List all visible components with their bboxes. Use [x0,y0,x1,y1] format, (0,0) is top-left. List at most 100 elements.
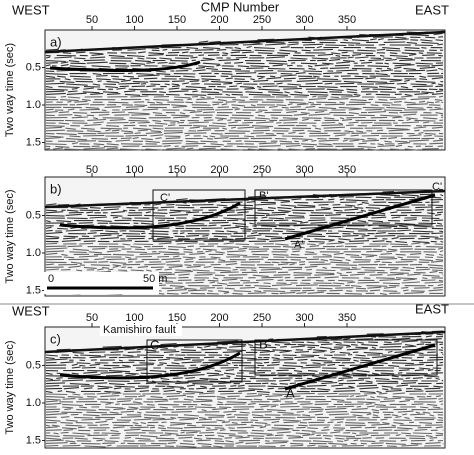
x-tick-label: 100 [125,14,143,26]
seismic-trace [45,64,444,68]
panel-label: c) [50,331,61,346]
seismic-trace [45,129,441,133]
seismic-trace [45,392,443,396]
x-tick-label: 50 [86,14,98,26]
seismic-trace [45,139,444,143]
reflector [59,351,241,380]
y-axis-label: Two way time (sec) [4,340,16,434]
panel-label: b) [50,181,62,196]
surface-reflector [44,330,446,354]
seismic-trace [45,234,444,238]
seismic-trace [45,258,444,262]
x-tick-label: 200 [210,312,228,324]
seismic-trace [45,410,444,414]
seismic-trace [45,229,444,233]
seismic-trace [45,405,441,409]
seismic-trace [45,144,444,149]
seismic-trace [45,439,444,443]
seismic-trace [45,413,444,417]
seismic-trace [45,426,444,430]
x-tick-label: 200 [210,164,228,176]
seismic-trace [45,58,444,63]
seismic-trace [45,397,444,401]
reflector [49,60,201,72]
x-tick-label: 300 [295,14,313,26]
seismic-trace [45,431,444,435]
seismic-trace [45,268,444,272]
scale-start: 0 [48,273,54,285]
seismic-trace [45,56,442,60]
label-bg [100,324,182,336]
reflector [284,193,436,241]
seismic-trace [45,103,441,107]
seismic-trace [45,239,444,244]
seismic-trace [45,402,444,407]
x-tick-label: 100 [125,312,143,324]
seismic-trace [45,433,444,438]
seismic-trace [45,250,444,254]
seismic-trace [45,72,444,76]
seismic-trace [45,245,444,249]
y-tick-label: 1.5 [26,434,41,446]
seismic-trace [45,252,444,257]
annotation: B' [259,190,268,202]
seismic-trace [45,415,444,420]
seismic-trace [45,74,444,78]
box-b [254,189,433,226]
seismic-trace [45,444,441,448]
seismic-trace [45,131,444,136]
seismic-trace [45,265,444,270]
x-tick-label: 50 [86,164,98,176]
seismic-trace [45,423,443,427]
seismic-trace [45,85,444,89]
seismic-trace [45,389,444,394]
scale-bg [44,272,159,294]
seismic-panel [44,29,446,151]
reflector [284,343,436,391]
seismic-trace [45,247,444,251]
seismic-trace [45,147,444,151]
box-c [146,339,243,383]
seismic-trace [45,87,444,91]
seismic-trace [45,418,444,422]
seismic-trace [45,82,444,86]
x-tick-label: 350 [338,164,356,176]
seismic-panel [44,326,446,449]
y-tick-label: 1.5 [26,284,41,296]
seismic-trace [45,121,444,125]
seismic-trace [45,134,444,138]
y-axis-label: Two way time (sec) [4,43,16,137]
seismic-trace [45,231,444,236]
seismic-trace [45,116,444,120]
east-label: EAST [415,301,449,316]
seismic-trace [45,353,444,357]
y-tick-label: 1.0 [26,247,41,259]
box-b [254,339,438,376]
seismic-trace [45,90,444,94]
seismic-trace [45,355,444,360]
y-tick-label: 0.5 [26,61,41,73]
seismic-trace [45,79,444,84]
x-tick-label: 250 [253,312,271,324]
east-label: EAST [415,2,449,17]
scale-end: 50 m [143,273,167,285]
x-tick-label: 350 [338,14,356,26]
seismic-trace [45,110,444,115]
seismic-trace [45,384,444,388]
seismic-trace [45,95,444,99]
seismic-trace [45,242,444,246]
seismic-trace [45,77,444,81]
box-c [152,189,246,241]
seismic-trace [45,436,444,440]
seismic-trace [45,100,444,104]
seismic-trace [45,260,444,264]
seismic-trace [45,441,444,446]
seismic-trace [45,363,444,368]
y-tick-label: 1.0 [26,99,41,111]
seismic-trace [45,118,444,123]
annotation: A [286,385,295,400]
seismic-trace [45,108,444,112]
x-tick-label: 100 [125,164,143,176]
seismic-trace [45,142,444,146]
